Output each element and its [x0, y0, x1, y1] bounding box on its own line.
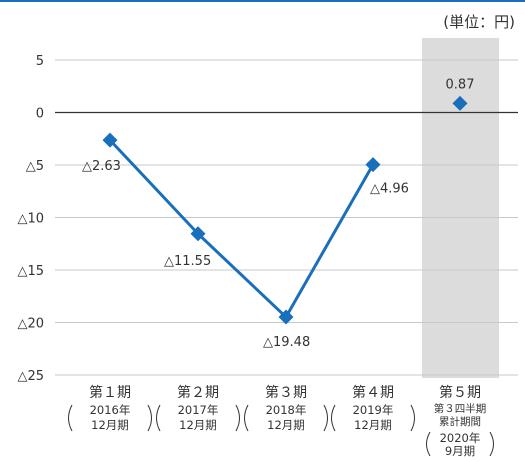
open-paren — [244, 404, 249, 432]
close-paren — [489, 431, 494, 457]
y-tick-label: 0 — [36, 107, 44, 122]
y-tick-label: △10 — [17, 212, 44, 227]
x-category-subline: 2018年 — [266, 403, 307, 417]
data-label: △4.96 — [370, 182, 409, 197]
x-category-subline: 12月期 — [354, 418, 392, 432]
x-category-subline: 第３四半期 — [434, 402, 487, 415]
x-category-title: 第２期 — [177, 384, 219, 401]
data-point — [365, 157, 381, 173]
x-category-title: 第４期 — [352, 384, 394, 401]
x-category-subline: 12月期 — [179, 418, 217, 432]
data-label: △19.48 — [263, 335, 310, 350]
data-label: 0.87 — [446, 77, 475, 92]
x-axis-categories: 第１期2016年12月期第２期2017年12月期第３期2018年12月期第４期2… — [68, 384, 494, 458]
close-paren — [410, 404, 415, 432]
open-paren — [331, 404, 336, 432]
x-category-title: 第３期 — [265, 384, 307, 401]
series: △2.63 △11.55 △19.48 △4.96 0.87 — [82, 77, 474, 350]
x-category-subline: 累計期間 — [439, 415, 481, 428]
open-paren — [68, 404, 73, 432]
close-paren — [323, 404, 328, 432]
x-category-subline: 12月期 — [267, 418, 305, 432]
series-line — [108, 139, 375, 319]
close-paren — [147, 404, 152, 432]
data-point — [102, 132, 118, 148]
highlight-band — [422, 38, 499, 378]
data-label: △11.55 — [164, 254, 211, 269]
open-paren — [426, 431, 431, 457]
x-category-subline: 2016年 — [90, 403, 131, 417]
y-tick-label: 5 — [36, 54, 44, 69]
x-category-subline: 9月期 — [445, 444, 475, 458]
x-category-title: 第１期 — [89, 384, 131, 401]
y-tick-label: △20 — [17, 317, 44, 332]
x-category-title: 第５期 — [439, 384, 481, 401]
x-category-subline: 2017年 — [178, 403, 219, 417]
data-label: △2.63 — [82, 159, 121, 174]
y-tick-label: △25 — [17, 369, 44, 384]
unit-label: (単位：円) — [443, 13, 515, 31]
close-paren — [235, 404, 240, 432]
x-category-subline: 2019年 — [353, 403, 394, 417]
data-point — [190, 226, 206, 242]
x-category-subline: 2020年 — [440, 431, 481, 445]
open-paren — [156, 404, 161, 432]
y-tick-label: △5 — [26, 159, 44, 174]
data-point — [452, 95, 468, 111]
data-point — [278, 309, 294, 325]
y-axis-ticks: 5 0 △5 △10 △15 △20 △25 — [17, 54, 44, 384]
x-category-subline: 12月期 — [91, 418, 129, 432]
y-tick-label: △15 — [17, 264, 44, 279]
